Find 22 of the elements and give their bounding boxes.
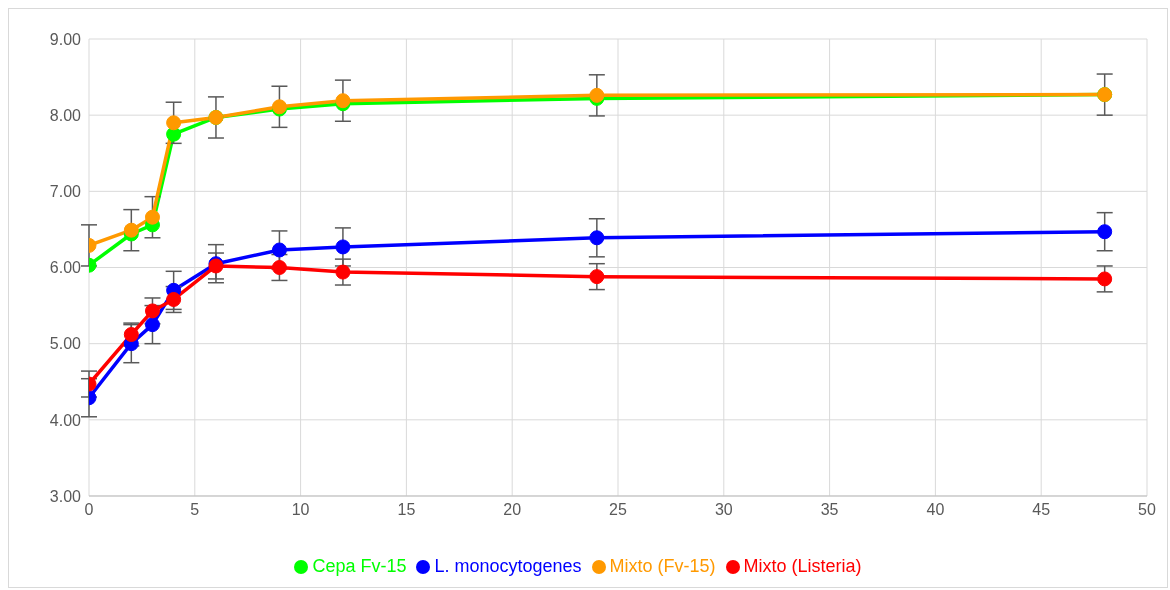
y-tick-label: 7.00 bbox=[49, 183, 82, 201]
x-tick-label: 25 bbox=[609, 501, 627, 519]
legend-label: Mixto (Fv-15) bbox=[609, 556, 716, 576]
x-tick-label: 30 bbox=[714, 501, 733, 519]
x-tick-label: 45 bbox=[1032, 501, 1051, 519]
y-tick-label: 9.00 bbox=[49, 30, 82, 48]
legend-label: Cepa Fv-15 bbox=[312, 556, 407, 576]
x-tick-label: 35 bbox=[820, 501, 839, 519]
x-tick-label: 15 bbox=[397, 501, 416, 519]
legend-label: Mixto (Listeria) bbox=[743, 556, 862, 576]
y-tick-label: 8.00 bbox=[49, 106, 82, 124]
y-tick-label: 5.00 bbox=[49, 335, 82, 353]
y-tick-label: 4.00 bbox=[49, 411, 82, 429]
x-tick-label: 10 bbox=[291, 501, 310, 519]
x-tick-label: 50 bbox=[1138, 501, 1156, 519]
legend-label: L. monocytogenes bbox=[434, 556, 582, 576]
y-tick-label: 3.00 bbox=[49, 487, 82, 505]
x-tick-label: 40 bbox=[926, 501, 945, 519]
x-tick-label: 20 bbox=[503, 501, 522, 519]
y-tick-label: 6.00 bbox=[49, 259, 82, 277]
x-tick-label: 0 bbox=[84, 501, 94, 519]
x-tick-label: 5 bbox=[190, 501, 200, 519]
